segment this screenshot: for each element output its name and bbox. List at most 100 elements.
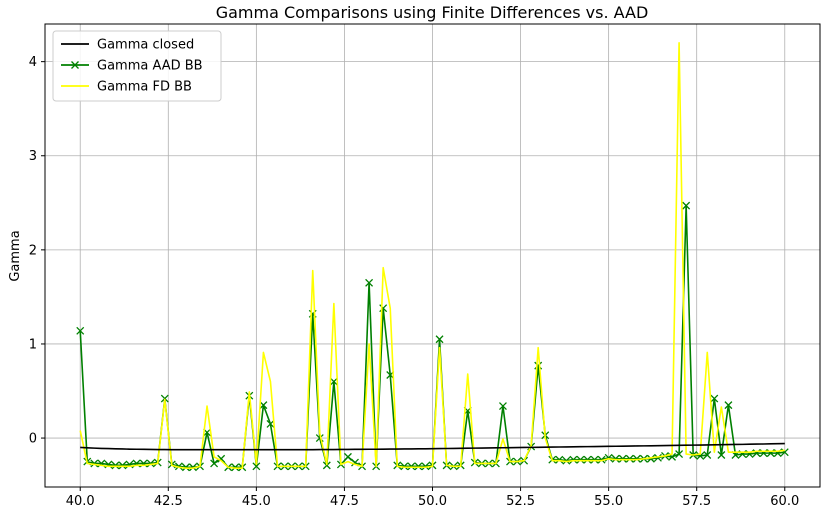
legend-box bbox=[52, 30, 222, 102]
data-point-marker bbox=[682, 201, 691, 210]
data-point-marker bbox=[160, 394, 169, 403]
data-point-marker bbox=[569, 455, 578, 464]
data-point-marker bbox=[498, 402, 507, 411]
data-point-marker bbox=[400, 462, 409, 471]
marker-stroke bbox=[710, 394, 719, 403]
marker-stroke bbox=[780, 448, 789, 457]
marker-stroke bbox=[435, 335, 444, 344]
marker-stroke bbox=[717, 451, 726, 459]
legend-item-gamma-closed: Gamma closed bbox=[61, 38, 194, 53]
legend-item-gamma-fd-bb: Gamma FD BB bbox=[61, 80, 192, 95]
marker-stroke bbox=[675, 450, 684, 459]
data-point-marker bbox=[421, 462, 430, 471]
data-point-marker bbox=[146, 459, 155, 468]
data-point-marker bbox=[259, 401, 268, 410]
x-tick-label: 52.5 bbox=[506, 494, 535, 509]
marker-stroke bbox=[534, 361, 543, 370]
x-tick-label: 45.0 bbox=[242, 494, 271, 509]
marker-stroke bbox=[555, 455, 564, 464]
data-point-marker bbox=[710, 394, 719, 403]
marker-stroke bbox=[210, 459, 219, 468]
data-point-marker bbox=[118, 461, 127, 470]
marker-stroke bbox=[146, 459, 155, 468]
marker-stroke bbox=[343, 452, 352, 461]
data-point-marker bbox=[76, 326, 85, 335]
series-gamma-closed bbox=[80, 442, 785, 451]
marker-stroke bbox=[668, 452, 677, 461]
data-point-marker bbox=[174, 462, 183, 471]
legend-label: Gamma AAD BB bbox=[97, 59, 203, 74]
marker-stroke bbox=[653, 453, 662, 462]
marker-stroke bbox=[174, 462, 183, 471]
data-point-marker bbox=[90, 459, 99, 468]
data-point-marker bbox=[632, 454, 641, 463]
marker-stroke bbox=[266, 419, 275, 428]
marker-stroke bbox=[597, 455, 606, 464]
legend-label: Gamma FD BB bbox=[97, 80, 192, 95]
x-tick-label: 57.5 bbox=[682, 494, 711, 509]
data-point-marker bbox=[562, 456, 571, 465]
marker-stroke bbox=[252, 462, 261, 471]
ticks: 40.0 42.5 45.0 47.5 50.0 52.5 55.0 57.5 60.0 0 1 2 3… bbox=[29, 55, 800, 509]
marker-stroke bbox=[576, 455, 585, 464]
marker-stroke bbox=[696, 451, 705, 460]
marker-stroke bbox=[407, 462, 416, 471]
marker-stroke bbox=[315, 434, 324, 443]
marker-stroke bbox=[682, 201, 691, 210]
x-tick-label: 47.5 bbox=[330, 494, 359, 509]
x-tick-label: 42.5 bbox=[154, 494, 183, 509]
marker-stroke bbox=[562, 456, 571, 465]
y-tick-label: 0 bbox=[29, 432, 37, 447]
chart-title: Gamma Comparisons using Finite Differenc… bbox=[216, 3, 649, 22]
data-point-marker bbox=[252, 462, 261, 471]
marker-stroke bbox=[351, 458, 359, 467]
marker-stroke bbox=[379, 304, 388, 313]
marker-stroke bbox=[421, 462, 430, 471]
y-axis-label: Gamma bbox=[8, 230, 23, 281]
data-point-marker bbox=[111, 461, 120, 470]
data-point-marker bbox=[435, 335, 444, 344]
marker-stroke bbox=[329, 377, 338, 386]
marker-stroke bbox=[625, 454, 634, 463]
marker-stroke bbox=[365, 278, 374, 287]
data-point-marker bbox=[266, 419, 275, 428]
series-layer bbox=[76, 42, 789, 472]
series-line-gamma-closed bbox=[80, 442, 785, 451]
data-point-marker bbox=[724, 401, 733, 410]
marker-stroke bbox=[76, 326, 85, 335]
marker-stroke bbox=[569, 455, 578, 464]
data-point-marker bbox=[675, 450, 684, 459]
data-point-marker bbox=[217, 454, 226, 463]
data-point-marker bbox=[188, 463, 197, 472]
data-point-marker bbox=[618, 454, 627, 463]
marker-stroke bbox=[590, 455, 599, 464]
marker-stroke bbox=[231, 463, 240, 472]
legend: Gamma closed Gamma AAD BB Gamma FD BB bbox=[52, 30, 222, 102]
legend-label: Gamma closed bbox=[97, 38, 194, 53]
data-point-marker bbox=[365, 278, 374, 287]
marker-stroke bbox=[188, 463, 197, 472]
data-point-marker bbox=[379, 304, 388, 313]
marker-stroke bbox=[90, 459, 99, 468]
series-line-gamma-fd-bb bbox=[79, 42, 785, 469]
marker-stroke bbox=[400, 462, 409, 471]
legend-item-gamma-aad-bb: Gamma AAD BB bbox=[61, 59, 203, 74]
data-point-marker bbox=[555, 455, 564, 464]
data-point-marker bbox=[414, 462, 423, 471]
data-point-marker bbox=[407, 462, 416, 471]
marker-stroke bbox=[646, 454, 655, 463]
data-point-marker bbox=[653, 453, 662, 462]
marker-stroke bbox=[414, 462, 423, 471]
data-point-marker bbox=[322, 461, 331, 470]
marker-stroke bbox=[217, 454, 226, 463]
x-tick-label: 40.0 bbox=[66, 494, 95, 509]
data-point-marker bbox=[210, 459, 219, 468]
legend-marker bbox=[71, 61, 79, 69]
marker-stroke bbox=[498, 402, 507, 411]
data-point-marker bbox=[329, 377, 338, 386]
data-point-marker bbox=[646, 454, 655, 463]
x-tick-label: 50.0 bbox=[418, 494, 447, 509]
marker-stroke bbox=[703, 451, 712, 459]
series-gamma-fd-bb bbox=[79, 42, 785, 469]
y-tick-label: 4 bbox=[29, 55, 37, 70]
